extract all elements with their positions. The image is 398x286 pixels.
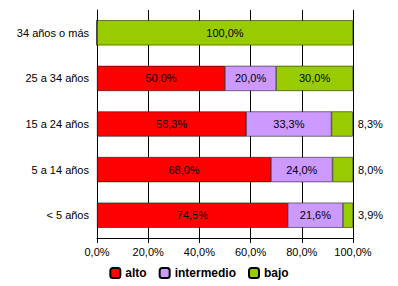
svg-text:0,0%: 0,0%: [84, 246, 109, 258]
svg-text:21,6%: 21,6%: [300, 209, 331, 221]
svg-text:40,0%: 40,0%: [184, 246, 215, 258]
svg-text:100,0%: 100,0%: [206, 27, 244, 39]
svg-text:68,0%: 68,0%: [168, 164, 199, 176]
svg-text:74,5%: 74,5%: [177, 209, 208, 221]
svg-text:25 a 34 años: 25 a 34 años: [25, 72, 89, 84]
svg-text:bajo: bajo: [264, 266, 289, 280]
svg-text:80,0%: 80,0%: [286, 246, 317, 258]
svg-text:8,0%: 8,0%: [358, 164, 383, 176]
svg-text:intermedio: intermedio: [175, 266, 236, 280]
svg-text:30,0%: 30,0%: [299, 72, 330, 84]
svg-text:33,3%: 33,3%: [273, 118, 304, 130]
svg-text:24,0%: 24,0%: [286, 164, 317, 176]
svg-text:60,0%: 60,0%: [235, 246, 266, 258]
svg-text:50,0%: 50,0%: [145, 72, 176, 84]
svg-text:58,3%: 58,3%: [156, 118, 187, 130]
svg-text:5 a 14 años: 5 a 14 años: [32, 164, 90, 176]
svg-text:alto: alto: [125, 266, 146, 280]
svg-text:3,9%: 3,9%: [358, 209, 383, 221]
svg-text:100,0%: 100,0%: [334, 246, 372, 258]
svg-text:15 a 24 años: 15 a 24 años: [25, 118, 89, 130]
svg-text:34 años o más: 34 años o más: [17, 27, 90, 39]
svg-text:8,3%: 8,3%: [358, 118, 383, 130]
svg-text:20,0%: 20,0%: [133, 246, 164, 258]
svg-text:< 5 años: < 5 años: [46, 209, 89, 221]
svg-text:20,0%: 20,0%: [235, 72, 266, 84]
